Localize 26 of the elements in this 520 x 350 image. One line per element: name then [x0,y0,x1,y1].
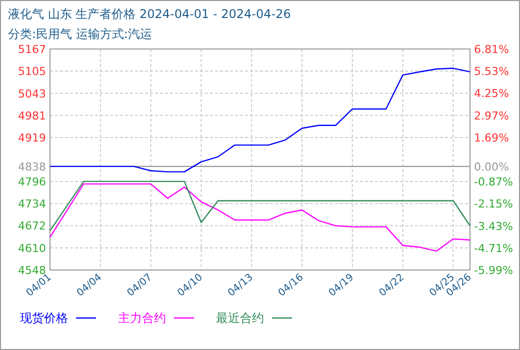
legend-label: 主力合约 [118,311,166,325]
y2-tick-label: 2.97% [474,109,509,122]
y2-tick-label: 5.53% [474,65,509,78]
y2-tick-label: -3.43% [474,220,513,233]
y-tick-label: 4610 [18,242,46,255]
y-tick-label: 4672 [18,220,46,233]
y2-tick-label: 1.69% [474,131,509,144]
chart-title: 液化气 山东 生产者价格 2024-04-01 - 2024-04-26 [8,7,291,21]
y2-tick-label: -0.87% [474,176,513,189]
y-tick-label: 4838 [18,160,46,174]
y-tick-label: 4981 [18,109,46,122]
y-tick-label: 4796 [18,175,46,188]
y2-tick-label: 0.00% [474,160,509,174]
y-tick-label: 4919 [18,132,46,145]
y2-tick-label: -5.99% [474,264,513,277]
y-tick-label: 4734 [18,198,46,211]
y2-tick-label: -2.15% [474,198,513,211]
y-tick-label: 5105 [18,65,46,78]
chart-subtitle: 分类:民用气 运输方式:汽运 [8,27,152,41]
legend-label: 最近合约 [216,311,264,325]
y2-tick-label: 6.81% [474,43,509,56]
y-tick-label: 5167 [18,43,46,56]
y2-tick-label: -4.71% [474,242,513,255]
y-tick-label: 5043 [18,87,46,100]
y2-tick-label: 4.25% [474,87,509,100]
legend-label: 现货价格 [20,311,68,325]
